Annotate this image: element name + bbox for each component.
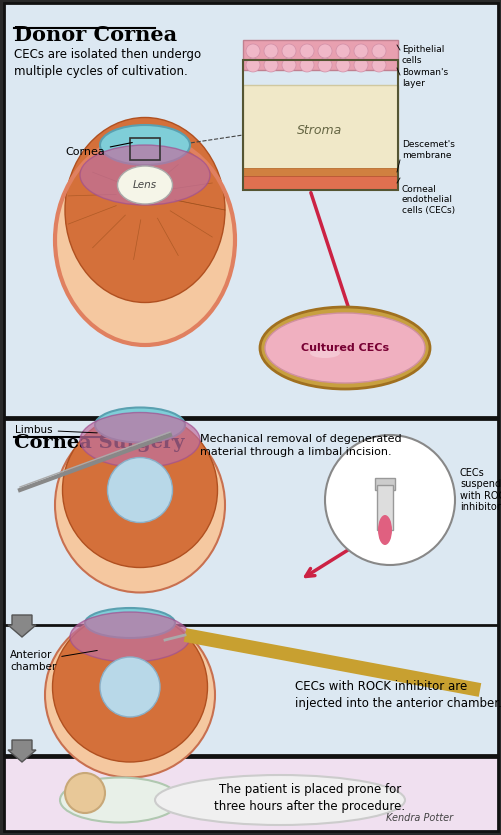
Bar bbox=[242, 85, 397, 170]
Bar bbox=[130, 138, 160, 160]
Ellipse shape bbox=[55, 418, 224, 593]
Text: The patient is placed prone for
three hours after the procedure.: The patient is placed prone for three ho… bbox=[214, 783, 405, 813]
Ellipse shape bbox=[60, 777, 180, 822]
Text: CECs
suspended
with ROCK
inhibitor: CECs suspended with ROCK inhibitor bbox=[459, 468, 501, 513]
Circle shape bbox=[324, 435, 454, 565]
Text: Anterior
chamber: Anterior chamber bbox=[10, 650, 97, 672]
Ellipse shape bbox=[55, 135, 234, 345]
Circle shape bbox=[317, 58, 331, 72]
Circle shape bbox=[371, 58, 385, 72]
Text: Descemet's
membrane: Descemet's membrane bbox=[401, 140, 454, 159]
Circle shape bbox=[282, 44, 296, 58]
Ellipse shape bbox=[117, 166, 172, 204]
Text: Stroma: Stroma bbox=[297, 124, 342, 136]
Circle shape bbox=[353, 58, 367, 72]
Bar bbox=[4, 3, 497, 417]
Bar bbox=[242, 168, 397, 178]
FancyArrow shape bbox=[8, 615, 36, 637]
Text: Cornea Surgery: Cornea Surgery bbox=[14, 434, 184, 452]
Bar bbox=[4, 625, 497, 755]
Ellipse shape bbox=[100, 125, 189, 165]
Text: Cornea: Cornea bbox=[65, 143, 132, 157]
Ellipse shape bbox=[63, 412, 217, 568]
Ellipse shape bbox=[80, 412, 199, 468]
Text: Epithelial
cells: Epithelial cells bbox=[401, 45, 443, 64]
Text: Limbus: Limbus bbox=[15, 425, 97, 435]
Ellipse shape bbox=[265, 313, 424, 383]
Circle shape bbox=[65, 773, 105, 813]
Circle shape bbox=[335, 44, 349, 58]
Circle shape bbox=[317, 44, 331, 58]
Bar bbox=[242, 60, 397, 190]
Ellipse shape bbox=[85, 608, 175, 638]
FancyArrow shape bbox=[8, 740, 36, 762]
Bar bbox=[4, 757, 497, 831]
Text: Corneal
endothelial
cells (CECs): Corneal endothelial cells (CECs) bbox=[401, 185, 454, 215]
Circle shape bbox=[245, 58, 260, 72]
Text: Donor Cornea: Donor Cornea bbox=[14, 25, 177, 45]
Ellipse shape bbox=[107, 458, 172, 523]
Ellipse shape bbox=[45, 613, 214, 777]
Ellipse shape bbox=[70, 612, 189, 662]
Ellipse shape bbox=[310, 348, 339, 358]
Ellipse shape bbox=[95, 407, 185, 443]
Ellipse shape bbox=[377, 515, 391, 545]
Circle shape bbox=[300, 58, 313, 72]
Circle shape bbox=[264, 58, 278, 72]
Circle shape bbox=[245, 44, 260, 58]
Ellipse shape bbox=[65, 118, 224, 302]
Circle shape bbox=[300, 44, 313, 58]
Bar bbox=[4, 419, 497, 640]
Bar bbox=[242, 176, 397, 190]
Text: Cultured CECs: Cultured CECs bbox=[300, 343, 388, 353]
Ellipse shape bbox=[100, 657, 160, 717]
Ellipse shape bbox=[260, 307, 429, 389]
Ellipse shape bbox=[155, 775, 404, 825]
Circle shape bbox=[371, 44, 385, 58]
Text: Lens: Lens bbox=[133, 180, 157, 190]
Ellipse shape bbox=[80, 145, 209, 205]
Text: Mechanical removal of degenerated
material through a limbal incision.: Mechanical removal of degenerated materi… bbox=[199, 434, 401, 458]
Text: Bowman's
layer: Bowman's layer bbox=[401, 68, 447, 88]
Circle shape bbox=[264, 44, 278, 58]
Circle shape bbox=[353, 44, 367, 58]
Bar bbox=[242, 40, 397, 70]
Text: CECs with ROCK inhibitor are
injected into the anterior chamber.: CECs with ROCK inhibitor are injected in… bbox=[295, 680, 501, 710]
Circle shape bbox=[282, 58, 296, 72]
Bar bbox=[374, 478, 394, 490]
Bar bbox=[376, 485, 392, 530]
Text: Kendra Potter: Kendra Potter bbox=[386, 813, 453, 823]
Circle shape bbox=[335, 58, 349, 72]
Ellipse shape bbox=[53, 612, 207, 762]
Text: CECs are isolated then undergo
multiple cycles of cultivation.: CECs are isolated then undergo multiple … bbox=[14, 48, 201, 78]
